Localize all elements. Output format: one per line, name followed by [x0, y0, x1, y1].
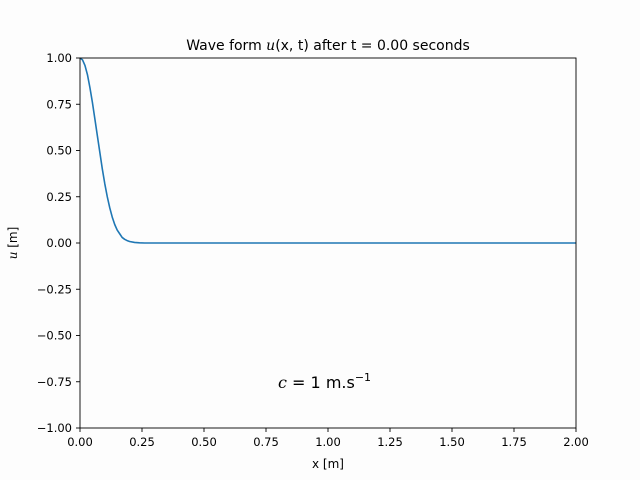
x-tick-label: 0.00 [67, 435, 93, 449]
y-tick-label: −0.75 [37, 375, 72, 389]
series-line-0 [79, 57, 576, 244]
y-tick-label: 1.00 [46, 51, 72, 65]
x-tick-label: 1.25 [377, 435, 403, 449]
x-tick-label: 0.25 [129, 435, 155, 449]
wave-speed-annotation: c = 1 m.s−1 [278, 371, 371, 392]
x-tick-label: 0.50 [191, 435, 217, 449]
y-tick-label: 0.00 [46, 236, 72, 250]
y-tick-label: 0.75 [46, 97, 72, 111]
y-axis-label: u [m] [6, 227, 20, 260]
x-tick-label: 1.00 [315, 435, 341, 449]
x-tick-label: 1.75 [501, 435, 527, 449]
chart-title: Wave form u(x, t) after t = 0.00 seconds [186, 38, 470, 54]
y-tick-label: −1.00 [37, 421, 72, 435]
x-tick-label: 0.75 [253, 435, 279, 449]
y-tick-label: 0.25 [46, 190, 72, 204]
y-tick-label: 0.50 [46, 144, 72, 158]
y-tick-label: −0.25 [37, 282, 72, 296]
x-tick-label: 2.00 [563, 435, 589, 449]
x-tick-label: 1.50 [439, 435, 465, 449]
y-tick-label: −0.50 [37, 329, 72, 343]
x-axis-label: x [m] [312, 457, 344, 471]
